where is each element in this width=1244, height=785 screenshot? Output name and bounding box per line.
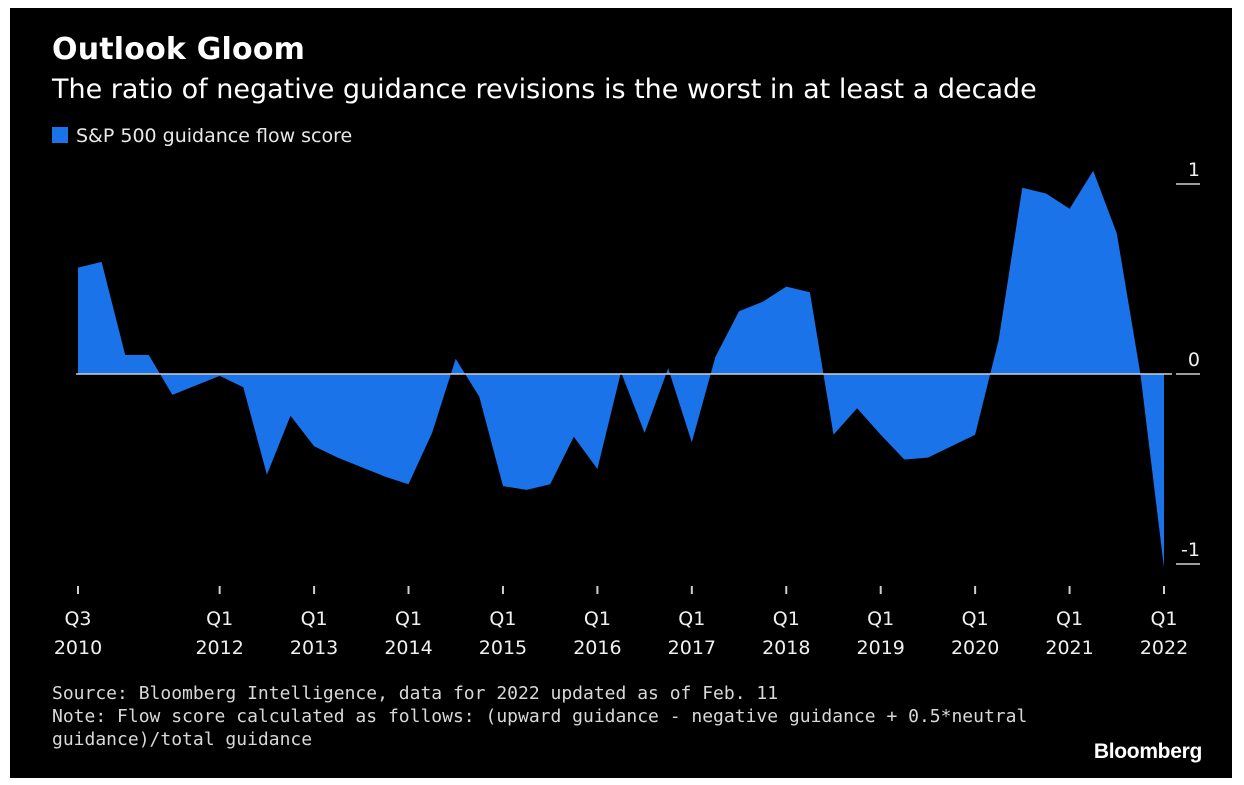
- x-tick-label-quarter: Q1: [773, 608, 800, 630]
- x-tick-label-quarter: Q1: [301, 608, 328, 630]
- x-tick-label-year: 2021: [1045, 637, 1093, 659]
- x-tick-label-year: 2019: [857, 637, 905, 659]
- bloomberg-logo: Bloomberg: [1093, 740, 1202, 763]
- x-tick-label-quarter: Q1: [678, 608, 705, 630]
- x-tick-label-quarter: Q1: [206, 608, 233, 630]
- chart-subtitle: The ratio of negative guidance revisions…: [52, 74, 1037, 105]
- x-tick-label-year: 2014: [384, 637, 432, 659]
- x-tick-label-year: 2017: [668, 637, 716, 659]
- x-tick-label-year: 2013: [290, 637, 338, 659]
- x-tick-label-quarter: Q1: [395, 608, 422, 630]
- chart-area: 1 0 -1 Q3 2010 Q1 2012 Q1 2013 Q1 2014 Q1 2015 Q1 2016…: [54, 159, 1200, 659]
- x-tick-label-year: 2016: [573, 637, 621, 659]
- x-tick-label-quarter: Q3: [64, 608, 91, 630]
- y-tick-label: 1: [1188, 159, 1200, 181]
- formula-note-line1: Note: Flow score calculated as follows: …: [52, 706, 1028, 727]
- source-note: Source: Bloomberg Intelligence, data for…: [52, 683, 779, 704]
- legend-swatch: [52, 127, 68, 143]
- formula-note-line2: guidance)/total guidance: [52, 729, 313, 750]
- legend: S&P 500 guidance flow score: [52, 125, 352, 147]
- x-tick-label-year: 2012: [195, 637, 243, 659]
- chart-panel: Outlook Gloom The ratio of negative guid…: [10, 8, 1232, 778]
- x-tick-label-year: 2020: [951, 637, 999, 659]
- chart-title: Outlook Gloom: [52, 32, 306, 67]
- footer-notes: Source: Bloomberg Intelligence, data for…: [52, 682, 1027, 751]
- series-area: [78, 170, 1164, 568]
- legend-label: S&P 500 guidance flow score: [76, 125, 353, 147]
- x-tick-label-year: 2010: [54, 637, 102, 659]
- y-tick-label: -1: [1181, 539, 1200, 561]
- x-tick-label-year: 2015: [479, 637, 527, 659]
- x-tick-label-year: 2022: [1140, 637, 1188, 659]
- x-tick-label-quarter: Q1: [867, 608, 894, 630]
- x-tick-label-quarter: Q1: [584, 608, 611, 630]
- x-tick-label-quarter: Q1: [1056, 608, 1083, 630]
- x-tick-label-quarter: Q1: [962, 608, 989, 630]
- x-tick-label-quarter: Q1: [489, 608, 516, 630]
- x-tick-label-quarter: Q1: [1150, 608, 1177, 630]
- y-tick-label: 0: [1188, 349, 1200, 371]
- x-tick-label-year: 2018: [762, 637, 810, 659]
